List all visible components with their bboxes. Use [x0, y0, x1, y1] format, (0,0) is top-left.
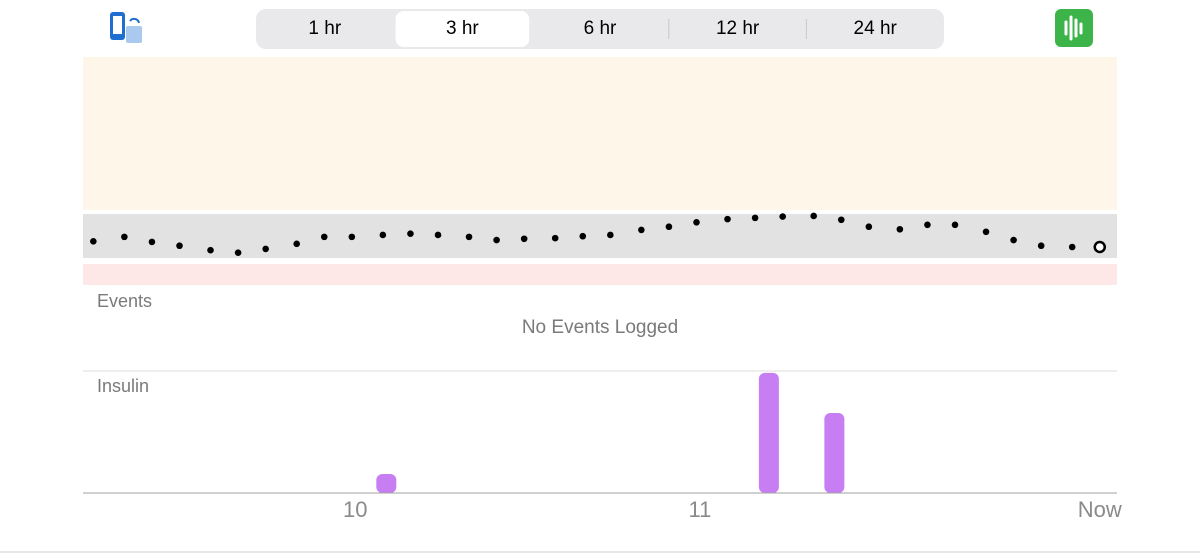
insulin-bar [376, 473, 397, 493]
tablet-shape [126, 26, 142, 43]
glucose-point [951, 221, 959, 229]
glucose-point [90, 238, 97, 245]
glucose-point [262, 245, 269, 253]
x-tick-label: 11 [689, 497, 712, 522]
stats-button[interactable] [1055, 9, 1093, 47]
x-tick-label: Now [1078, 497, 1122, 522]
glucose-point [176, 242, 183, 250]
range-label: 24 hr [854, 18, 898, 39]
glucose-point [579, 232, 587, 240]
insulin-title: Insulin [97, 376, 149, 396]
glucose-point [1010, 236, 1017, 244]
glucose-point [407, 230, 414, 237]
range-label: 6 hr [584, 18, 617, 39]
x-tick-label: 10 [343, 497, 367, 522]
events-empty: No Events Logged [522, 317, 678, 338]
rotate-arrow [129, 17, 140, 24]
glucose-point [896, 225, 904, 233]
glucose-point [520, 235, 528, 243]
glucose-point [865, 223, 873, 231]
glucose-point [607, 231, 614, 239]
range-option[interactable]: 1 hr [308, 18, 341, 39]
glucose-point [1093, 240, 1107, 254]
high-zone [83, 57, 1117, 210]
range-label: 1 hr [308, 18, 341, 39]
glucose-point [493, 236, 500, 244]
glucose-point [751, 214, 759, 222]
range-label: 3 hr [446, 18, 479, 39]
glucose-point [924, 221, 931, 229]
insulin-bar [824, 412, 845, 493]
glucose-point [465, 233, 473, 241]
glucose-point [779, 213, 786, 220]
glucose-point [551, 234, 559, 242]
stats-button-bg [1055, 9, 1093, 47]
device-icon[interactable] [110, 12, 142, 43]
stats-icon [1064, 15, 1083, 41]
glucose-point [837, 216, 845, 224]
range-option[interactable]: 24 hr [854, 18, 898, 39]
glucose-point [810, 212, 817, 220]
glucose-point [234, 249, 242, 256]
glucose-point [121, 233, 128, 241]
events-title: Events [97, 291, 152, 311]
target-zone [83, 214, 1117, 258]
glucose-point [379, 231, 387, 239]
glucose-point [1068, 243, 1076, 251]
glucose-point [724, 215, 731, 223]
insulin-bar [758, 372, 779, 493]
selected-segment [395, 11, 530, 47]
range-option[interactable]: 12 hr [716, 18, 760, 39]
range-option[interactable]: 6 hr [584, 18, 617, 39]
glucose-point [665, 223, 673, 231]
glucose-point [1037, 242, 1045, 250]
glucose-point [982, 228, 990, 236]
range-label: 12 hr [716, 18, 760, 39]
glucose-point [207, 246, 214, 254]
glucose-point [434, 231, 442, 239]
low-zone [83, 264, 1117, 285]
glucose-point [293, 240, 300, 248]
glucose-point [348, 233, 356, 241]
glucose-point [320, 233, 328, 241]
glucose-point [638, 226, 645, 234]
glucose-point [693, 219, 700, 226]
glucose-point [148, 238, 156, 246]
phone-screen [113, 16, 122, 34]
range-option[interactable]: 3 hr [395, 11, 530, 47]
